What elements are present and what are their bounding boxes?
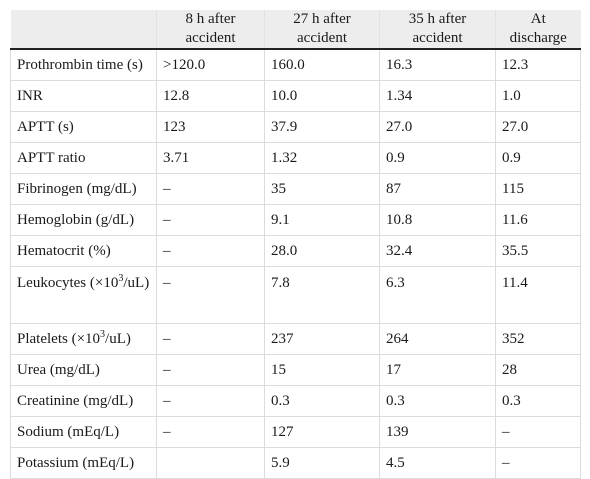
row-label: Hematocrit (%) bbox=[10, 235, 157, 267]
header-row: 8 h after accident 27 h after accident 3… bbox=[10, 10, 581, 50]
row-label: Leukocytes (×103/uL) bbox=[10, 266, 157, 324]
row-label: APTT ratio bbox=[10, 142, 157, 174]
row-label: APTT (s) bbox=[10, 111, 157, 143]
value-cell: 12.3 bbox=[495, 49, 581, 81]
value-cell: 1.34 bbox=[379, 80, 496, 112]
value-cell: 1.32 bbox=[264, 142, 380, 174]
value-cell: – bbox=[156, 266, 265, 324]
value-cell: 15 bbox=[264, 354, 380, 386]
value-cell: 237 bbox=[264, 323, 380, 355]
value-cell: 139 bbox=[379, 416, 496, 448]
row-label: Hemoglobin (g/dL) bbox=[10, 204, 157, 236]
header-blank-cell bbox=[10, 10, 157, 50]
table-header: 8 h after accident 27 h after accident 3… bbox=[10, 10, 581, 50]
value-cell: 87 bbox=[379, 173, 496, 205]
table-row: Creatinine (mg/dL) – 0.3 0.3 0.3 bbox=[10, 385, 581, 417]
row-label: Creatinine (mg/dL) bbox=[10, 385, 157, 417]
row-label: Prothrombin time (s) bbox=[10, 49, 157, 81]
value-cell: 10.0 bbox=[264, 80, 380, 112]
table-row: Hemoglobin (g/dL) – 9.1 10.8 11.6 bbox=[10, 204, 581, 236]
header-35h: 35 h after accident bbox=[379, 10, 496, 50]
value-cell: 32.4 bbox=[379, 235, 496, 267]
value-cell: 0.9 bbox=[379, 142, 496, 174]
lab-results-table: 8 h after accident 27 h after accident 3… bbox=[10, 10, 581, 479]
value-cell: 3.71 bbox=[156, 142, 265, 174]
table-row: Urea (mg/dL) – 15 17 28 bbox=[10, 354, 581, 386]
value-cell: – bbox=[156, 385, 265, 417]
value-cell: – bbox=[495, 447, 581, 479]
row-label: Potassium (mEq/L) bbox=[10, 447, 157, 479]
value-cell: 0.9 bbox=[495, 142, 581, 174]
value-cell: 35 bbox=[264, 173, 380, 205]
row-label: INR bbox=[10, 80, 157, 112]
value-cell: 160.0 bbox=[264, 49, 380, 81]
value-cell: 1.0 bbox=[495, 80, 581, 112]
table-body: Prothrombin time (s) >120.0 160.0 16.3 1… bbox=[10, 49, 581, 479]
value-cell: 28.0 bbox=[264, 235, 380, 267]
value-cell: – bbox=[156, 173, 265, 205]
value-cell: 7.8 bbox=[264, 266, 380, 324]
value-cell: 0.3 bbox=[264, 385, 380, 417]
table-row: APTT (s) 123 37.9 27.0 27.0 bbox=[10, 111, 581, 143]
value-cell: 35.5 bbox=[495, 235, 581, 267]
value-cell: 12.8 bbox=[156, 80, 265, 112]
value-cell: 0.3 bbox=[379, 385, 496, 417]
value-cell: 10.8 bbox=[379, 204, 496, 236]
value-cell: 127 bbox=[264, 416, 380, 448]
value-cell: 11.6 bbox=[495, 204, 581, 236]
value-cell: 28 bbox=[495, 354, 581, 386]
value-cell: 11.4 bbox=[495, 266, 581, 324]
value-cell: 115 bbox=[495, 173, 581, 205]
value-cell: – bbox=[156, 354, 265, 386]
table-row: Leukocytes (×103/uL) – 7.8 6.3 11.4 bbox=[10, 266, 581, 324]
header-8h: 8 h after accident bbox=[156, 10, 265, 50]
table-row: Prothrombin time (s) >120.0 160.0 16.3 1… bbox=[10, 49, 581, 81]
value-cell: – bbox=[156, 416, 265, 448]
row-label: Platelets (×103/uL) bbox=[10, 323, 157, 355]
value-cell: – bbox=[156, 204, 265, 236]
value-cell: – bbox=[156, 235, 265, 267]
value-cell: 27.0 bbox=[495, 111, 581, 143]
value-cell: 16.3 bbox=[379, 49, 496, 81]
value-cell: 27.0 bbox=[379, 111, 496, 143]
value-cell: >120.0 bbox=[156, 49, 265, 81]
table-row: INR 12.8 10.0 1.34 1.0 bbox=[10, 80, 581, 112]
table-row: Hematocrit (%) – 28.0 32.4 35.5 bbox=[10, 235, 581, 267]
value-cell: 0.3 bbox=[495, 385, 581, 417]
value-cell: 9.1 bbox=[264, 204, 380, 236]
row-label: Urea (mg/dL) bbox=[10, 354, 157, 386]
table-row: Potassium (mEq/L) 5.9 4.5 – bbox=[10, 447, 581, 479]
value-cell: 5.9 bbox=[264, 447, 380, 479]
header-27h: 27 h after accident bbox=[264, 10, 380, 50]
header-discharge: At discharge bbox=[495, 10, 581, 50]
value-cell: 6.3 bbox=[379, 266, 496, 324]
value-cell: 264 bbox=[379, 323, 496, 355]
value-cell: 17 bbox=[379, 354, 496, 386]
value-cell: 4.5 bbox=[379, 447, 496, 479]
value-cell: 352 bbox=[495, 323, 581, 355]
table-row: Fibrinogen (mg/dL) – 35 87 115 bbox=[10, 173, 581, 205]
table-row: APTT ratio 3.71 1.32 0.9 0.9 bbox=[10, 142, 581, 174]
value-cell: – bbox=[156, 323, 265, 355]
value-cell: – bbox=[495, 416, 581, 448]
value-cell bbox=[156, 447, 265, 479]
value-cell: 123 bbox=[156, 111, 265, 143]
row-label: Sodium (mEq/L) bbox=[10, 416, 157, 448]
row-label: Fibrinogen (mg/dL) bbox=[10, 173, 157, 205]
table-row: Sodium (mEq/L) – 127 139 – bbox=[10, 416, 581, 448]
table-row: Platelets (×103/uL) – 237 264 352 bbox=[10, 323, 581, 355]
value-cell: 37.9 bbox=[264, 111, 380, 143]
